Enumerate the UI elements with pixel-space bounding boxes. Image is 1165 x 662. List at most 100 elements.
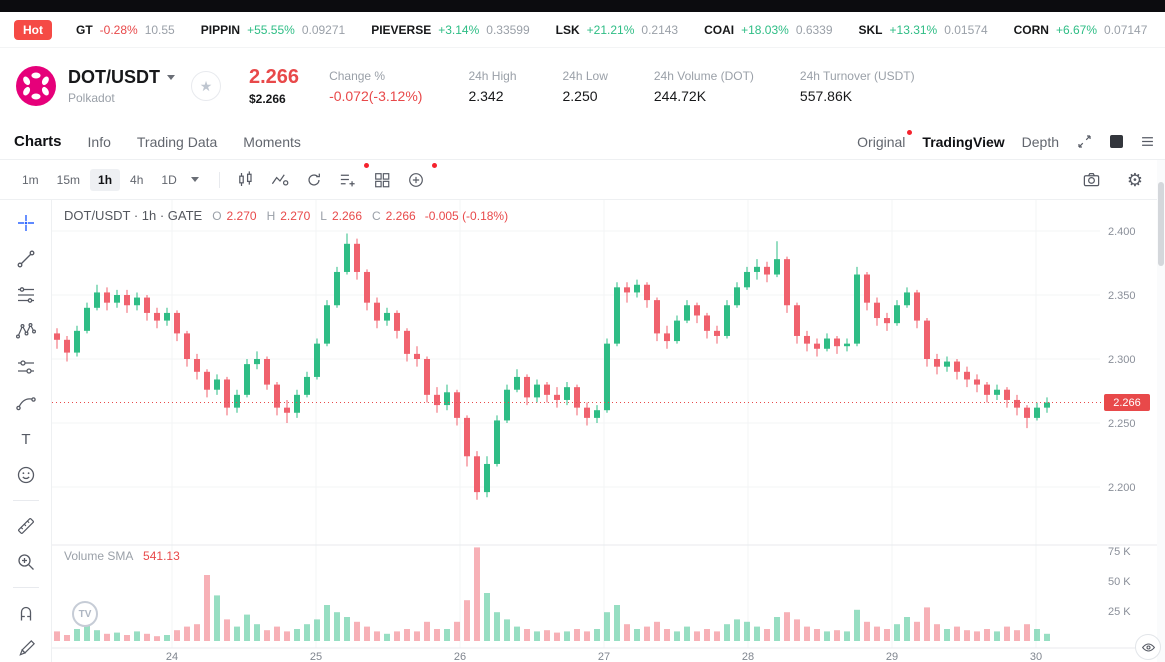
ticker-item[interactable]: SKL +13.31% 0.01574 [859,23,988,37]
header-stat: 24h Low 2.250 [563,69,608,104]
ticker-symbol: COAI [704,22,735,37]
stat-value: 557.86K [799,87,853,104]
add-widget-button[interactable] [402,162,437,193]
fullscreen-button[interactable] [1076,133,1093,150]
ticker-price: 0.6339 [795,22,833,37]
svg-text:30: 30 [1030,651,1042,662]
tab-tradingview[interactable]: TradingView [922,133,1005,150]
brush-tool[interactable] [9,392,43,414]
header-stat: 24h Volume (DOT) 244.72K [654,69,754,104]
divider [218,171,220,188]
pair-selector[interactable]: DOT/USDT [68,67,175,88]
text-tool[interactable]: T [9,428,43,450]
ohlc-close-value: 2.266 [385,209,416,223]
timeframe-1m[interactable]: 1m [14,169,47,191]
pair-header: DOT/USDT Polkadot ★ 2.266 $2.266 Change … [0,48,1165,124]
emoji-tool[interactable] [9,464,43,486]
ohlc-close-label: C [372,209,381,223]
privacy-toggle-button[interactable] [1135,634,1161,660]
ticker-item[interactable]: PIEVERSE +3.14% 0.33599 [371,23,529,37]
ohlc-low-value: 2.266 [331,209,362,223]
ticker-item[interactable]: GT -0.28% 10.55 [76,23,175,37]
ticker-change: +21.21% [586,22,635,37]
price-usd: $2.266 [249,92,286,106]
ohlc-change-value: -0.005 (-0.18%) [424,209,509,223]
header-stat: 24h Turnover (USDT) 557.86K [800,69,915,104]
measure-tool[interactable] [9,515,43,537]
svg-text:28: 28 [742,651,754,662]
svg-text:27: 27 [598,651,610,662]
edit-tool[interactable] [9,638,43,660]
pair-name: DOT/USDT [68,67,160,87]
polkadot-logo-icon[interactable] [16,66,56,106]
hot-badge[interactable]: Hot [14,19,52,40]
divider [12,587,39,588]
candlestick-icon [239,171,252,186]
ohlc-open-label: O [212,209,222,223]
notification-dot [907,129,913,135]
chart-style-button[interactable] [232,167,260,193]
curve-icon [15,397,36,411]
crosshair-icon [17,215,34,231]
ticker-list: GT -0.28% 10.55 PIPPIN +55.55% 0.09271 PIEVERS… [76,23,1165,37]
price-block: 2.266 $2.266 [249,66,299,106]
ticker-price: 0.09271 [301,22,346,37]
svg-text:2.400: 2.400 [1108,226,1136,238]
position-tool[interactable] [9,356,43,378]
stat-value: -0.072(-3.12%) [329,87,423,104]
layout-grid-icon [374,172,390,187]
tab-depth[interactable]: Depth [1021,133,1059,150]
timeframe-1h[interactable]: 1h [90,168,121,191]
indicators-button[interactable] [266,167,294,193]
header-stat: Change % -0.072(-3.12%) [329,69,422,104]
trendline-tool[interactable] [9,248,43,270]
ticker-item[interactable]: PIPPIN +55.55% 0.09271 [201,23,345,37]
scrollbar-thumb[interactable] [1158,182,1164,266]
layout-button[interactable] [368,167,396,193]
crosshair-tool[interactable] [9,212,43,234]
tradingview-logo[interactable]: TV [72,601,98,627]
hot-ticker-bar: Hot GT -0.28% 10.55 PIPPIN +55.55% 0.09271 PIE… [0,12,1165,48]
price-chart-svg[interactable]: 2.266 2.400 2.350 2.300 2.250 2.200 75 K 50 K 25… [52,200,1165,662]
page-scrollbar[interactable] [1157,160,1165,662]
timeframe-4h[interactable]: 4h [122,169,151,191]
more-menu-button[interactable] [1140,134,1155,149]
tab-trading-data[interactable]: Trading Data [136,133,218,150]
screenshot-button[interactable] [1077,167,1105,193]
indicator-templates-button[interactable] [334,162,369,193]
refresh-button[interactable] [300,167,328,193]
ticker-item[interactable]: LSK +21.21% 0.2143 [556,23,678,37]
timeframe-15m[interactable]: 15m [49,169,88,191]
timeframe-1d[interactable]: 1D [153,169,184,191]
ticker-item[interactable]: COAI +18.03% 0.6339 [704,23,832,37]
ohlc-open-value: 2.270 [226,209,257,223]
pattern-tool[interactable] [9,320,43,342]
magnet-tool[interactable] [9,602,43,624]
list-plus-icon [341,174,355,187]
panel-toggle-button[interactable] [1110,135,1123,148]
chart-area: 2.266 2.400 2.350 2.300 2.250 2.200 75 K 50 K 25… [52,200,1165,662]
fib-retracement-tool[interactable] [9,284,43,306]
expand-icon [1078,135,1091,148]
stat-value: 2.250 [562,87,598,104]
ticker-item[interactable]: CORN +6.67% 0.07147 [1014,23,1148,37]
tab-charts[interactable]: Charts [14,133,62,150]
svg-text:25: 25 [310,651,322,662]
svg-text:25 K: 25 K [1108,606,1131,618]
tab-info[interactable]: Info [87,133,111,150]
timeframe-dropdown-icon[interactable] [190,177,199,182]
settings-button[interactable]: ⚙ [1121,167,1149,193]
favorite-button[interactable]: ★ [191,71,221,101]
smiley-icon [17,466,34,484]
tab-original[interactable]: Original [857,129,913,150]
window-top-strip [0,0,1165,12]
text-icon: T [21,431,30,448]
volume-sma-value: 541.13 [143,549,180,563]
xabcd-pattern-icon [15,322,36,339]
zoom-tool[interactable] [9,551,43,573]
ticker-symbol: SKL [858,22,883,37]
volume-sma-label: Volume SMA [64,549,133,563]
ohlc-high-value: 2.270 [280,209,311,223]
tab-moments[interactable]: Moments [243,133,301,150]
tabs-bar: Charts Info Trading Data Moments Origina… [0,124,1165,160]
